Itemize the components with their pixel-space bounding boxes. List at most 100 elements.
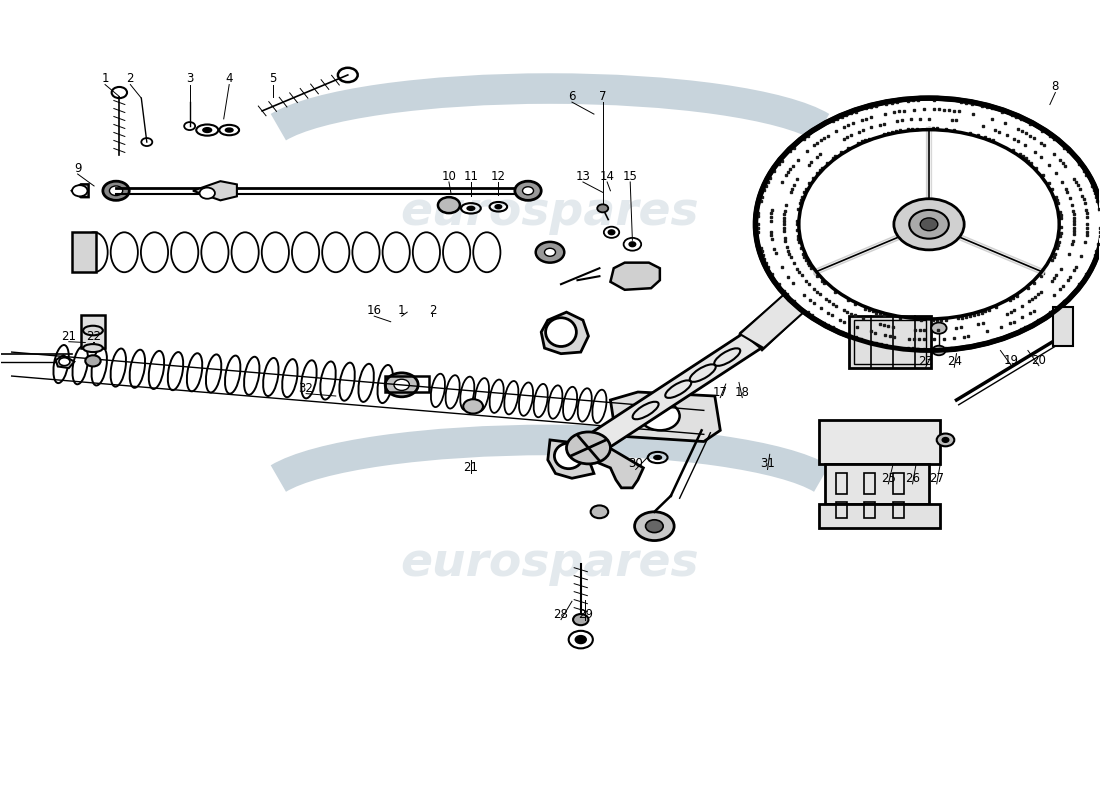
Text: 32: 32 xyxy=(299,382,314,394)
Polygon shape xyxy=(541,312,589,354)
Text: 22: 22 xyxy=(87,330,101,342)
Ellipse shape xyxy=(495,205,502,209)
Text: 18: 18 xyxy=(735,386,750,398)
Text: eurospares: eurospares xyxy=(400,190,700,235)
Text: 21: 21 xyxy=(62,330,76,342)
Ellipse shape xyxy=(468,206,475,210)
Text: 28: 28 xyxy=(553,607,569,621)
Circle shape xyxy=(597,204,608,212)
Text: 2: 2 xyxy=(126,73,134,86)
Bar xyxy=(855,320,926,364)
Circle shape xyxy=(385,373,418,397)
Ellipse shape xyxy=(84,344,103,352)
Bar xyxy=(820,504,940,528)
Text: 9: 9 xyxy=(74,162,81,175)
Text: 20: 20 xyxy=(1032,354,1046,366)
Bar xyxy=(849,316,932,368)
Bar xyxy=(865,502,876,518)
Text: 1: 1 xyxy=(398,304,406,317)
Polygon shape xyxy=(610,392,720,442)
Bar xyxy=(81,314,106,348)
Ellipse shape xyxy=(84,326,103,335)
Circle shape xyxy=(646,520,663,533)
Circle shape xyxy=(756,98,1100,350)
Bar xyxy=(836,502,847,518)
Circle shape xyxy=(921,218,938,230)
Text: 29: 29 xyxy=(578,607,593,621)
Text: 6: 6 xyxy=(569,90,575,103)
Circle shape xyxy=(575,635,586,643)
Circle shape xyxy=(566,432,610,464)
Text: 16: 16 xyxy=(366,304,382,317)
Circle shape xyxy=(394,379,409,390)
Ellipse shape xyxy=(202,128,211,133)
Circle shape xyxy=(438,197,460,213)
Polygon shape xyxy=(56,355,75,368)
Circle shape xyxy=(910,210,949,238)
Polygon shape xyxy=(580,334,760,455)
Text: 26: 26 xyxy=(905,472,920,485)
Bar xyxy=(893,502,904,518)
Circle shape xyxy=(522,186,534,194)
Circle shape xyxy=(933,346,946,355)
Ellipse shape xyxy=(546,318,576,346)
Bar xyxy=(1053,307,1072,346)
Bar xyxy=(385,376,429,392)
Circle shape xyxy=(103,181,129,200)
Text: 21: 21 xyxy=(463,462,478,474)
Circle shape xyxy=(573,614,588,626)
Ellipse shape xyxy=(226,128,233,132)
Text: 7: 7 xyxy=(600,90,606,103)
Text: 14: 14 xyxy=(600,170,615,183)
Circle shape xyxy=(932,322,947,334)
Circle shape xyxy=(943,438,949,442)
Circle shape xyxy=(937,434,955,446)
Text: 15: 15 xyxy=(623,170,638,183)
Bar xyxy=(865,474,876,494)
Text: 12: 12 xyxy=(491,170,506,183)
Circle shape xyxy=(536,242,564,262)
Text: 2: 2 xyxy=(429,304,437,317)
Polygon shape xyxy=(192,181,236,200)
Circle shape xyxy=(86,355,101,366)
Circle shape xyxy=(544,248,556,256)
Text: 13: 13 xyxy=(575,170,591,183)
Circle shape xyxy=(59,358,70,366)
Circle shape xyxy=(515,181,541,200)
Circle shape xyxy=(640,402,680,430)
Circle shape xyxy=(629,242,636,246)
Polygon shape xyxy=(572,444,644,488)
Text: 1: 1 xyxy=(101,73,109,86)
Circle shape xyxy=(199,187,214,198)
Bar xyxy=(820,420,940,464)
Circle shape xyxy=(635,512,674,541)
Text: 30: 30 xyxy=(628,458,643,470)
Text: 25: 25 xyxy=(881,472,895,485)
Text: 11: 11 xyxy=(463,170,478,183)
Text: 31: 31 xyxy=(760,458,775,470)
Bar xyxy=(836,474,847,494)
Text: 27: 27 xyxy=(930,472,944,485)
Ellipse shape xyxy=(554,443,583,469)
Circle shape xyxy=(73,185,88,196)
Bar xyxy=(73,232,97,272)
Text: 8: 8 xyxy=(1052,81,1059,94)
Polygon shape xyxy=(548,440,594,478)
Text: 24: 24 xyxy=(947,355,961,368)
Text: 5: 5 xyxy=(270,73,277,86)
Text: 3: 3 xyxy=(186,73,194,86)
Polygon shape xyxy=(740,258,848,348)
Circle shape xyxy=(591,506,608,518)
Ellipse shape xyxy=(653,455,661,459)
Circle shape xyxy=(110,186,122,195)
Text: 17: 17 xyxy=(713,386,728,398)
Circle shape xyxy=(463,399,483,414)
Text: eurospares: eurospares xyxy=(400,542,700,586)
Text: 19: 19 xyxy=(1004,354,1019,366)
Circle shape xyxy=(894,198,965,250)
Circle shape xyxy=(608,230,615,234)
Text: 10: 10 xyxy=(441,170,456,183)
Bar xyxy=(825,464,930,504)
Text: 23: 23 xyxy=(918,355,933,368)
Text: 4: 4 xyxy=(226,73,233,86)
